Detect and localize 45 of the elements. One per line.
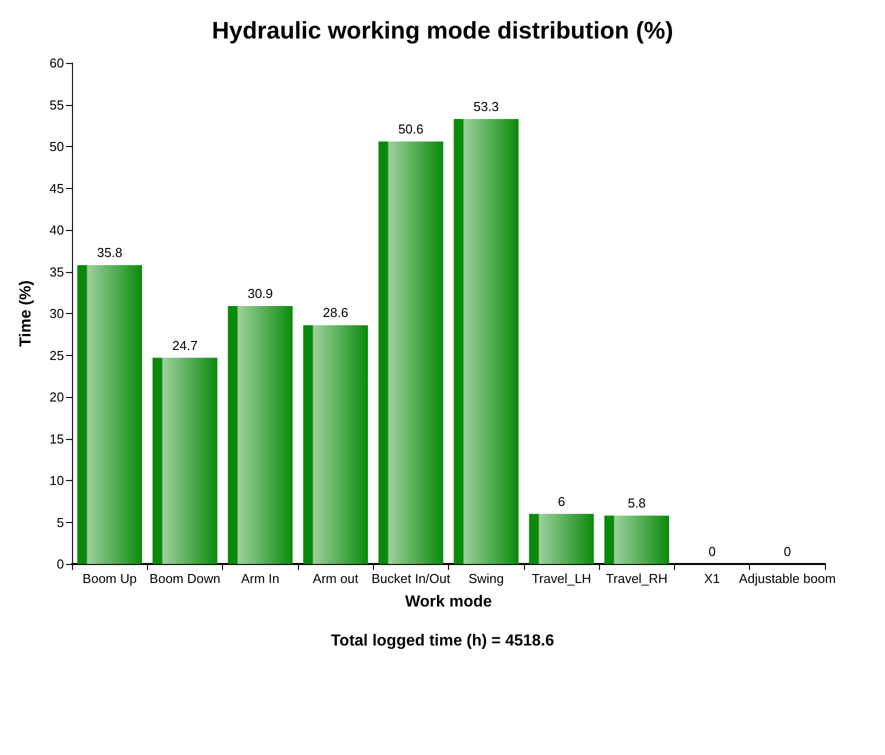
text: Total logged time (h) = 4518.6 <box>330 632 554 650</box>
x-tick-label: Arm In <box>241 571 280 586</box>
bar <box>303 325 368 564</box>
data-label: 53.3 <box>473 98 499 114</box>
x-tick-label: Swing <box>468 571 504 586</box>
x-tick-label: Arm out <box>312 571 359 586</box>
bar <box>529 514 594 564</box>
y-tick-label: 20 <box>50 390 64 404</box>
bar <box>378 141 444 564</box>
data-label: 50.6 <box>398 121 424 136</box>
x-tick-label: Boom Up <box>82 571 137 586</box>
x-tick-label: Adjustable boom <box>738 571 836 586</box>
data-label: 6 <box>558 494 566 509</box>
y-tick-label: 60 <box>50 56 64 70</box>
data-label: 35.8 <box>96 245 122 260</box>
data-label: 24.7 <box>172 338 198 353</box>
y-tick-label: 50 <box>50 139 64 154</box>
data-label: 5.8 <box>628 496 646 511</box>
y-tick-label: 55 <box>50 97 64 112</box>
y-tick-label: 5 <box>56 514 64 530</box>
y-tick-label: 40 <box>50 222 64 238</box>
data-label: 0 <box>784 544 791 559</box>
y-tick-label: 25 <box>50 348 64 363</box>
x-tick-label: Bucket In/Out <box>371 571 451 586</box>
chart-title: Hydraulic working mode distribution (%) <box>212 18 674 44</box>
y-tick-label: 10 <box>50 473 64 488</box>
x-tick-label: Travel_LH <box>532 571 592 586</box>
y-tick-label: 0 <box>56 556 64 572</box>
x-tick-label: X1 <box>704 571 720 586</box>
bar <box>454 118 519 564</box>
x-tick-label: Travel_RH <box>606 571 668 586</box>
bar <box>152 358 218 564</box>
bar <box>228 306 293 564</box>
bar <box>604 516 670 564</box>
data-label: 30.9 <box>248 286 273 301</box>
y-axis-title: Time (%) <box>18 280 34 347</box>
y-tick-label: 30 <box>50 306 64 321</box>
x-axis-title: Work mode <box>405 594 492 610</box>
y-tick-label: 35 <box>50 264 64 280</box>
y-tick-label: 15 <box>50 431 64 446</box>
y-tick-label: 45 <box>50 180 64 196</box>
bar <box>77 265 142 564</box>
x-tick-label: Boom Down <box>150 571 220 586</box>
data-label: 28.6 <box>322 305 348 320</box>
data-label: 0 <box>708 544 716 559</box>
